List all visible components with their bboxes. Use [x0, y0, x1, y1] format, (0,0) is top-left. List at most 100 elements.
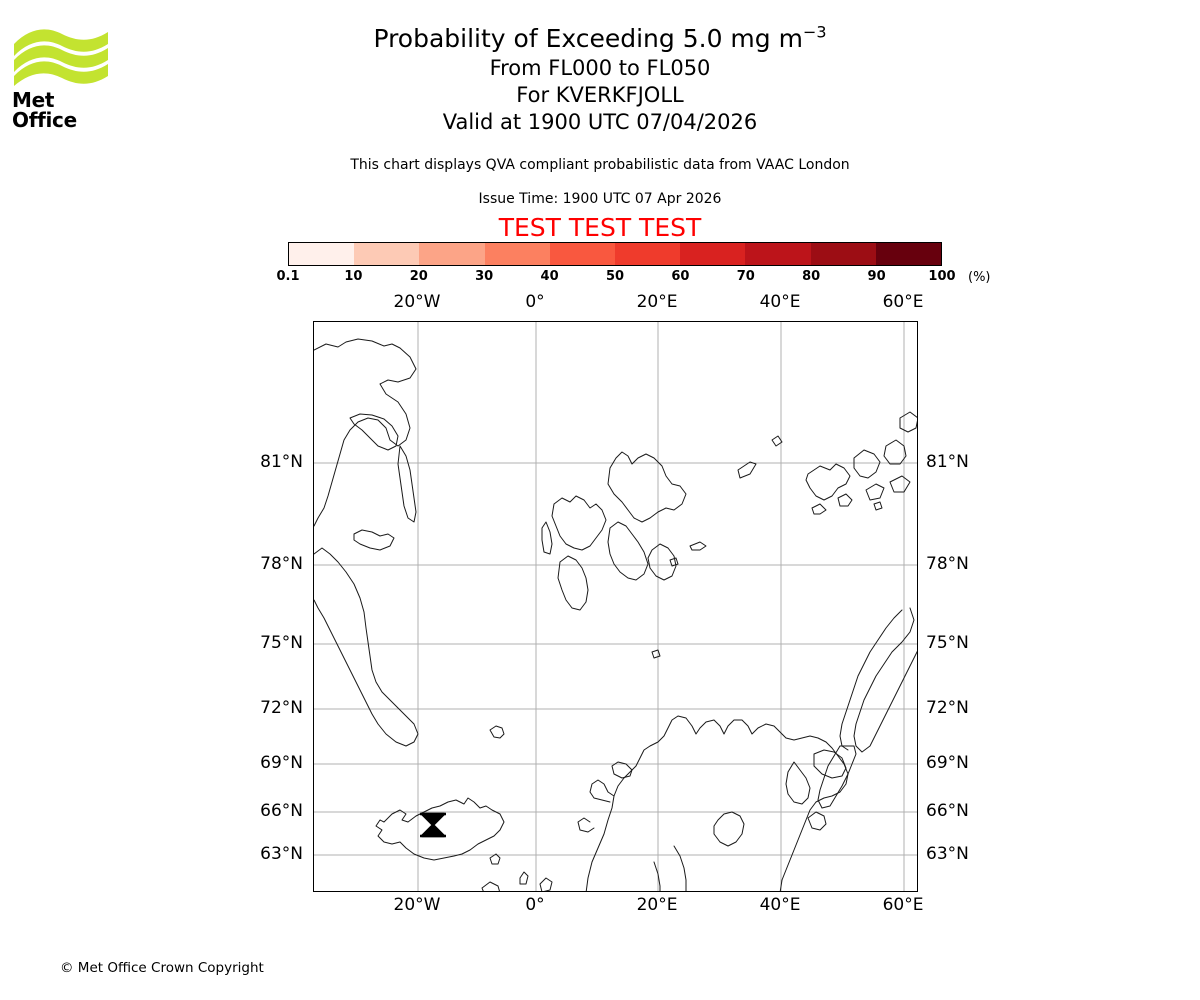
lon-label-bottom-20: 20°E — [636, 895, 678, 915]
met-office-logo: Met Office — [12, 24, 110, 130]
coastline-franz-josef-islet2 — [889, 475, 911, 493]
coastline-white-sea — [785, 761, 811, 805]
colorbar-tick-20: 20 — [409, 269, 428, 284]
colorbar-tick-70: 70 — [736, 269, 755, 284]
colorbar-band-5 — [615, 243, 681, 265]
coastline-kvitoya — [737, 461, 757, 479]
colorbar-tick-80: 80 — [802, 269, 821, 284]
lon-label-bottom-60: 60°E — [882, 895, 924, 915]
coastline-lofoten — [611, 761, 633, 779]
coastline-vaygach — [807, 811, 827, 831]
colorbar-tick-labels: 0.1 10 20 30 40 50 60 70 80 90 100 — [276, 269, 955, 287]
coastline-baltic-north — [673, 845, 687, 891]
lat-label-left-63: 63°N — [260, 844, 303, 864]
coastline-svalbard-spitsbergen — [607, 451, 687, 523]
lat-label-left-75: 75°N — [260, 633, 303, 653]
map-canvas — [314, 322, 917, 891]
coastline-iceland — [375, 797, 505, 861]
colorbar-band-1 — [354, 243, 420, 265]
colorbar-band-6 — [680, 243, 746, 265]
coastline-bothnia-west — [653, 861, 661, 891]
coastline-svalbard-prinskarl — [541, 521, 553, 555]
coastlines — [314, 338, 917, 891]
coastline-greenland-scoresby — [353, 529, 395, 551]
issue-time-label: Issue Time: 1900 UTC 07 Apr 2026 — [478, 191, 722, 207]
colorbar-band-0 — [289, 243, 355, 265]
lat-label-right-81: 81°N — [926, 452, 969, 472]
coastline-barents-islet — [651, 649, 661, 659]
lat-label-right-78: 78°N — [926, 554, 969, 574]
lat-label-left-66: 66°N — [260, 801, 303, 821]
colorbar-tick-100: 100 — [928, 269, 956, 284]
volcano-marker[interactable] — [420, 812, 446, 838]
lat-label-right-63: 63°N — [926, 844, 969, 864]
coastline-bjornoya — [669, 557, 679, 567]
coastline-kola — [813, 749, 847, 779]
coastline-hopen — [689, 541, 707, 551]
coastline-denmark — [539, 877, 553, 891]
lon-label-top-0: 0° — [525, 292, 545, 312]
coastline-norway-coast-detail — [577, 817, 595, 833]
volcano-subtitle: For KVERKFJOLL — [516, 83, 684, 107]
met-office-wave-mark — [14, 29, 108, 86]
colorbar-band-9 — [875, 243, 942, 265]
lat-label-left-69: 69°N — [260, 753, 303, 773]
coastline-greenland-peninsula — [397, 445, 417, 523]
probability-colorbar — [288, 242, 942, 266]
colorbar-band-3 — [484, 243, 550, 265]
met-office-logo-text: Met Office — [12, 88, 77, 132]
colorbar-unit-label: (%) — [968, 270, 991, 285]
coastline-norway-fjords — [589, 779, 615, 803]
lat-label-left-81: 81°N — [260, 452, 303, 472]
coastline-britain-north — [481, 881, 500, 891]
lon-label-bottom-40: 40°E — [759, 895, 801, 915]
colorbar-tick-0.1: 0.1 — [276, 269, 300, 284]
coastline-faroe-islands — [489, 853, 501, 865]
colorbar-tick-40: 40 — [540, 269, 559, 284]
coastline-finland-lakes — [713, 811, 745, 847]
coastline-greenland-ne-inlet — [349, 413, 399, 451]
coastline-franz-josef-islet3 — [837, 493, 853, 507]
test-banner: TEST TEST TEST — [498, 213, 702, 242]
colorbar-gradient — [288, 242, 942, 266]
flight-level-subtitle: From FL000 to FL050 — [489, 56, 711, 80]
page-title-exponent: −3 — [802, 22, 827, 42]
lon-label-bottom--20: 20°W — [393, 895, 441, 915]
coastline-franz-josef-islet1 — [865, 483, 885, 501]
colorbar-tick-10: 10 — [344, 269, 363, 284]
page-title-text: Probability of Exceeding 5.0 mg m — [373, 24, 803, 53]
colorbar-band-4 — [549, 243, 616, 265]
colorbar-tick-50: 50 — [605, 269, 625, 284]
coastline-franz-josef-east — [883, 439, 907, 465]
colorbar-tick-30: 30 — [475, 269, 494, 284]
coastline-franz-josef-west — [805, 463, 851, 501]
map-graticule — [314, 322, 917, 891]
lon-label-top-40: 40°E — [759, 292, 801, 312]
lat-label-left-72: 72°N — [260, 698, 303, 718]
colorbar-band-2 — [419, 243, 485, 265]
coastline-franz-josef-islet5 — [811, 503, 827, 515]
coastline-svalbard-west — [551, 495, 607, 551]
coastline-greenland-south — [314, 547, 419, 747]
map-plot-area[interactable] — [313, 321, 918, 892]
colorbar-band-7 — [745, 243, 811, 265]
coastline-scandinavia — [585, 715, 849, 891]
lon-label-bottom-0: 0° — [525, 895, 545, 915]
copyright-footer: © Met Office Crown Copyright — [60, 960, 264, 976]
page-title: Probability of Exceeding 5.0 mg m−3 — [0, 22, 1200, 55]
coastline-franz-josef-victoria — [771, 435, 783, 447]
lat-label-right-69: 69°N — [926, 753, 969, 773]
colorbar-tick-60: 60 — [671, 269, 690, 284]
lon-label-top-60: 60°E — [882, 292, 924, 312]
lat-label-left-78: 78°N — [260, 554, 303, 574]
valid-time-subtitle: Valid at 1900 UTC 07/04/2026 — [442, 110, 758, 134]
coastline-shetland — [519, 871, 529, 885]
coastline-greenland — [314, 338, 417, 527]
coastline-jan-mayen — [489, 725, 505, 739]
volcano-symbol-bowtie — [420, 812, 446, 838]
coastline-novaya-zemlya-west — [839, 609, 903, 751]
coastline-franz-josef-ne — [899, 411, 917, 433]
coastline-svalbard-sorkapp — [557, 555, 589, 611]
qva-disclaimer: This chart displays QVA compliant probab… — [350, 157, 850, 173]
coastline-franz-josef-islet4 — [873, 501, 883, 511]
